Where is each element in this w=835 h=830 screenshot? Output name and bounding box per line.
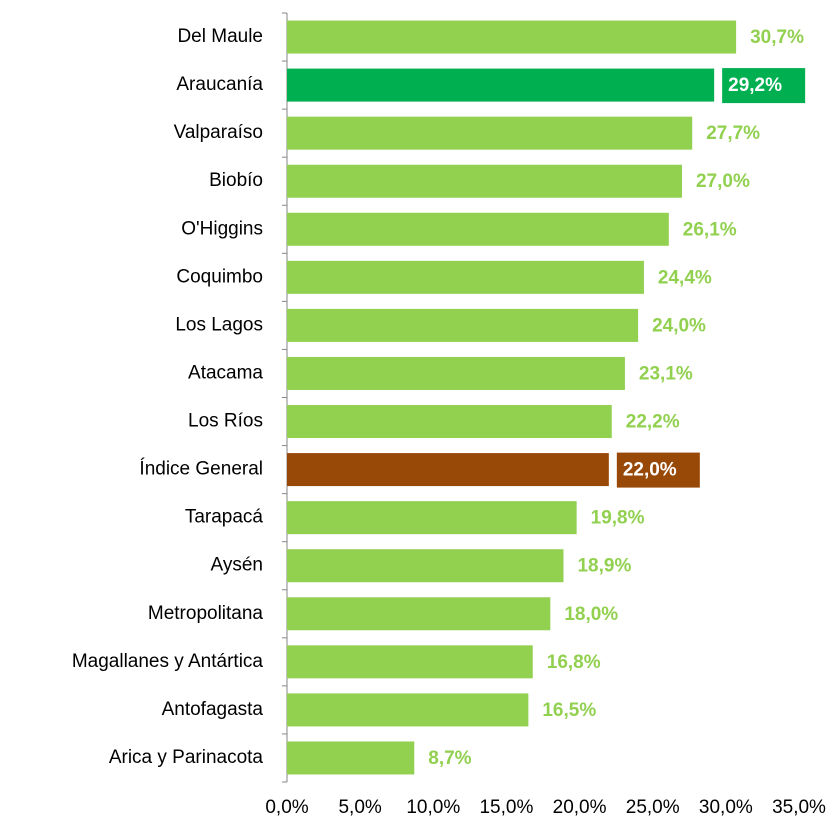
bar — [287, 260, 644, 294]
x-tick-label: 30,0% — [699, 797, 753, 818]
y-tick-label: Los Lagos — [175, 314, 263, 335]
bar — [287, 453, 609, 487]
y-tick-label: O'Higgins — [181, 218, 263, 239]
value-label: 19,8% — [591, 508, 645, 529]
x-tick-label: 15,0% — [479, 797, 533, 818]
bar — [287, 212, 669, 246]
bar — [287, 405, 612, 439]
y-tick-label: Antofagasta — [162, 699, 264, 720]
bar — [287, 741, 415, 775]
value-label: 27,7% — [706, 123, 760, 144]
y-tick-label: Tarapacá — [185, 507, 264, 528]
bar — [287, 693, 529, 727]
y-tick-label: Índice General — [139, 459, 263, 480]
bar — [287, 645, 533, 679]
value-label: 30,7% — [750, 27, 804, 48]
x-tick-label: 0,0% — [265, 797, 308, 818]
y-tick-label: Valparaíso — [174, 122, 263, 143]
bar — [287, 20, 737, 54]
value-label: 18,0% — [564, 604, 618, 625]
value-label: 18,9% — [577, 556, 631, 577]
y-tick-label: Biobío — [209, 170, 263, 191]
bar — [287, 597, 551, 631]
value-label-box — [616, 452, 700, 488]
bar — [287, 501, 577, 535]
y-tick-label: Atacama — [188, 362, 263, 383]
y-tick-label: Araucanía — [176, 74, 263, 95]
value-label: 29,2% — [728, 75, 782, 96]
bar — [287, 356, 625, 390]
x-tick-label: 25,0% — [626, 797, 680, 818]
value-label: 27,0% — [696, 171, 750, 192]
y-tick-label: Metropolitana — [148, 603, 264, 624]
y-tick-label: Del Maule — [177, 26, 263, 47]
bar — [287, 68, 715, 102]
value-label-box — [722, 68, 806, 104]
bar — [287, 164, 682, 198]
bar — [287, 549, 564, 583]
x-tick-label: 20,0% — [553, 797, 607, 818]
value-label: 23,1% — [639, 363, 693, 384]
value-label: 26,1% — [683, 219, 737, 240]
x-tick-label: 5,0% — [338, 797, 381, 818]
y-tick-label: Los Ríos — [188, 411, 263, 432]
value-label: 24,4% — [658, 267, 712, 288]
value-label: 24,0% — [652, 315, 706, 336]
value-label: 16,8% — [547, 652, 601, 673]
y-tick-label: Coquimbo — [176, 266, 263, 287]
x-tick-label: 35,0% — [772, 797, 826, 818]
y-tick-label: Magallanes y Antártica — [72, 651, 264, 672]
x-tick-label: 10,0% — [406, 797, 460, 818]
value-label: 22,2% — [626, 412, 680, 433]
bar — [287, 308, 639, 342]
bar — [287, 116, 693, 150]
value-label: 22,0% — [623, 460, 677, 481]
value-label: 16,5% — [542, 700, 596, 721]
y-tick-label: Aysén — [211, 555, 263, 576]
value-label: 8,7% — [428, 748, 471, 769]
y-tick-label: Arica y Parinacota — [109, 747, 264, 768]
